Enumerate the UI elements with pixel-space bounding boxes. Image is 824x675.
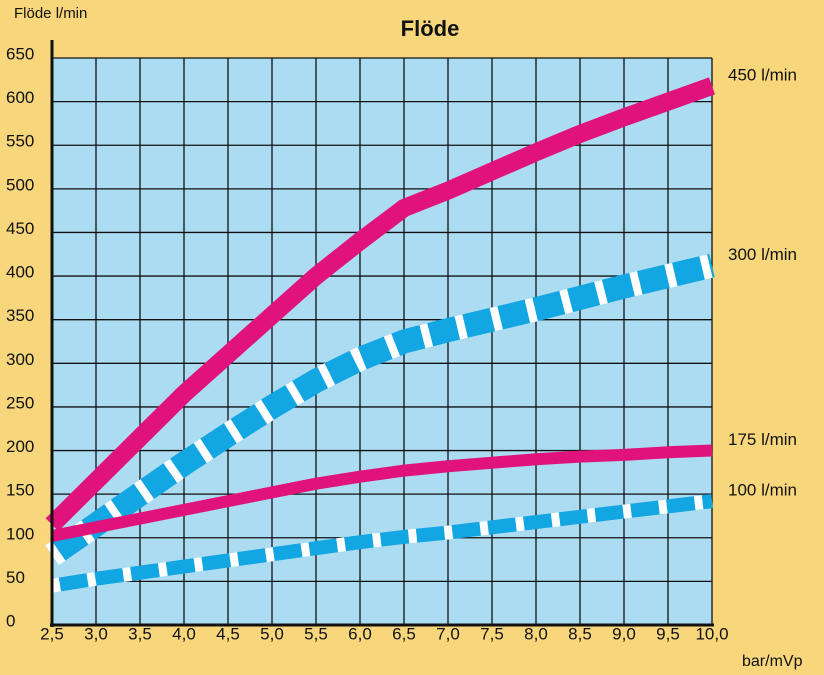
y-tick-label: 350 (6, 306, 34, 325)
x-tick-label: 4,0 (172, 624, 196, 643)
x-tick-label: 4,5 (216, 624, 240, 643)
series-line (50, 444, 713, 542)
y-tick-label: 100 (6, 524, 34, 543)
x-tick-label: 6,5 (392, 624, 416, 643)
x-tick-label: 3,0 (84, 624, 108, 643)
y-tick-label: 200 (6, 437, 34, 456)
y-tick-label: 400 (6, 263, 34, 282)
y-tick-label: 50 (6, 568, 25, 587)
legend-label: 300 l/min (728, 245, 797, 264)
y-tick-label: 150 (6, 481, 34, 500)
y-tick-label: 0 (6, 611, 15, 630)
series-line (45, 77, 716, 532)
y-axis-label: Flöde l/min (14, 5, 87, 22)
y-tick-label: 600 (6, 88, 34, 107)
x-tick-label: 8,0 (524, 624, 548, 643)
band-dash (50, 494, 713, 593)
y-tick-label: 250 (6, 393, 34, 412)
x-tick-label: 10,0 (695, 624, 728, 643)
x-tick-label: 3,5 (128, 624, 152, 643)
x-tick-label: 7,5 (480, 624, 504, 643)
legend-label: 175 l/min (728, 430, 797, 449)
y-tick-label: 650 (6, 44, 34, 63)
legend-label: 450 l/min (728, 65, 797, 84)
y-tick-label: 500 (6, 175, 34, 194)
band-dash (45, 253, 715, 566)
x-axis-label: bar/mVp (742, 653, 803, 670)
y-tick-label: 550 (6, 132, 34, 151)
x-tick-label: 2,5 (40, 624, 64, 643)
y-tick-label: 450 (6, 219, 34, 238)
x-tick-label: 5,5 (304, 624, 328, 643)
x-tick-label: 9,0 (612, 624, 636, 643)
legend-label: 100 l/min (728, 481, 797, 500)
y-tick-label: 300 (6, 350, 34, 369)
x-tick-label: 5,0 (260, 624, 284, 643)
x-tick-label: 7,0 (436, 624, 460, 643)
x-tick-label: 9,5 (656, 624, 680, 643)
x-tick-label: 8,5 (568, 624, 592, 643)
x-tick-label: 6,0 (348, 624, 372, 643)
chart-title: Flöde (401, 16, 460, 41)
